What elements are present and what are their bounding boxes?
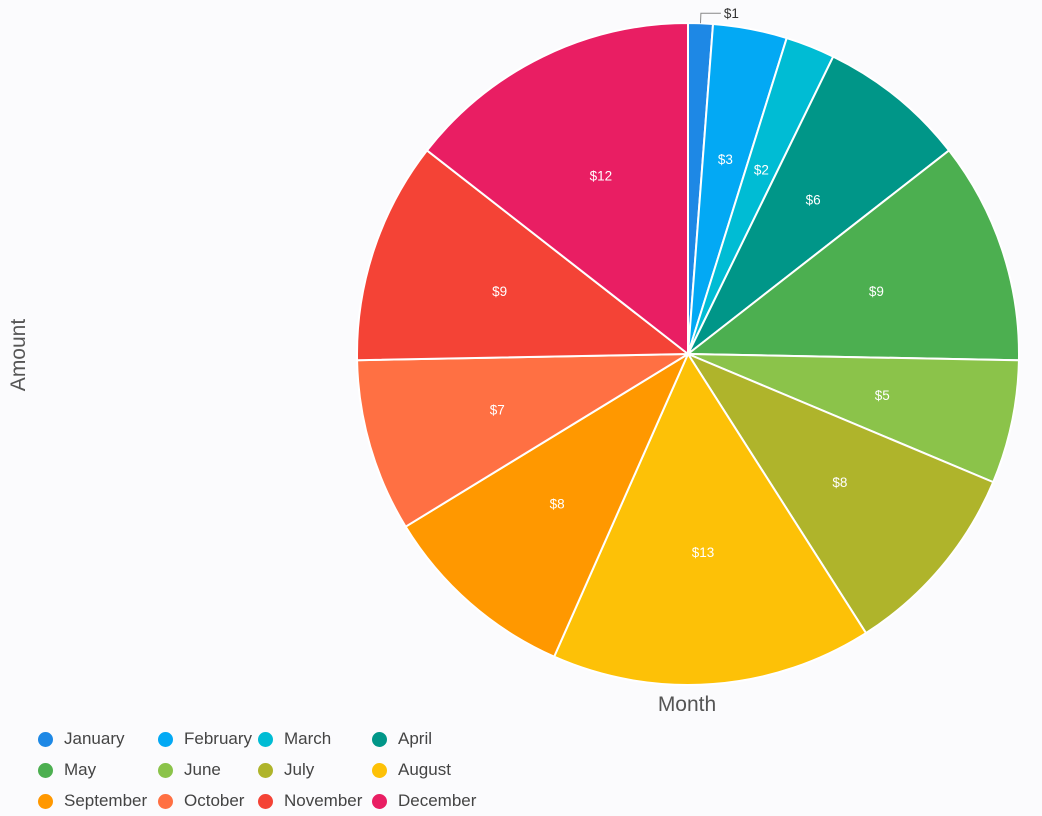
pie-slices xyxy=(356,21,1020,686)
slice-label-december: $12 xyxy=(590,169,613,184)
legend-item-august[interactable]: August xyxy=(372,760,482,780)
pie-slice-june[interactable] xyxy=(687,353,1020,484)
legend-label-july: July xyxy=(284,760,315,779)
legend-marker-january xyxy=(38,731,53,747)
chart-legend: January February March April May June July Augu… xyxy=(38,729,482,811)
legend-label-may: May xyxy=(64,760,97,779)
legend-item-january[interactable]: January xyxy=(38,729,158,749)
slice-label-may: $9 xyxy=(869,284,884,299)
pie-slice-july[interactable] xyxy=(685,351,995,635)
slice-label-march: $2 xyxy=(754,163,769,178)
slice-label-february: $3 xyxy=(718,152,733,167)
slice-label-november: $9 xyxy=(492,284,507,299)
legend-marker-april xyxy=(372,731,387,747)
pie-slice-november[interactable] xyxy=(356,149,691,362)
slice-label-january: $1 xyxy=(724,6,739,21)
legend-label-june: June xyxy=(184,760,221,779)
slice-label-june: $5 xyxy=(875,388,890,403)
legend-item-june[interactable]: June xyxy=(158,760,258,780)
pie-slice-april[interactable] xyxy=(687,55,951,355)
pie-slice-september[interactable] xyxy=(404,351,691,659)
legend-marker-may xyxy=(38,762,53,778)
legend-marker-february xyxy=(158,731,173,747)
legend-item-july[interactable]: July xyxy=(258,760,372,780)
legend-item-december[interactable]: December xyxy=(372,791,482,811)
legend-label-december: December xyxy=(398,791,477,810)
legend-label-october: October xyxy=(184,791,245,810)
legend-item-april[interactable]: April xyxy=(372,729,482,749)
legend-label-september: September xyxy=(64,791,148,810)
legend-label-november: November xyxy=(284,791,363,810)
pie-slice-december[interactable] xyxy=(425,21,689,357)
legend-item-march[interactable]: March xyxy=(258,729,372,749)
x-axis-label: Month xyxy=(658,693,716,716)
slice-label-july: $8 xyxy=(832,475,847,490)
legend-label-april: April xyxy=(398,729,433,748)
legend-item-october[interactable]: October xyxy=(158,791,258,811)
legend-item-november[interactable]: November xyxy=(258,791,372,811)
pie-slice-may[interactable] xyxy=(685,149,1020,362)
pie-chart: $1 $3 $2 $6 $9 $5 $8 $13 $8 $7 $9 $12 Month Amount xyxy=(7,6,1020,716)
pie-slice-october[interactable] xyxy=(356,352,692,529)
legend-marker-august xyxy=(372,762,387,778)
y-axis-label: Amount xyxy=(7,319,30,392)
pie-slice-labels: $1 $3 $2 $6 $9 $5 $8 $13 $8 $7 $9 $12 xyxy=(490,6,890,560)
slice-label-august: $13 xyxy=(692,545,715,560)
legend-marker-december xyxy=(372,793,387,809)
legend-item-september[interactable]: September xyxy=(38,791,158,811)
legend-marker-july xyxy=(258,762,273,778)
legend-label-january: January xyxy=(64,729,125,748)
legend-item-february[interactable]: February xyxy=(158,729,258,749)
legend-marker-march xyxy=(258,731,273,747)
legend-item-may[interactable]: May xyxy=(38,760,158,780)
legend-label-february: February xyxy=(184,729,253,748)
slice-label-april: $6 xyxy=(806,193,821,208)
slice-label-october: $7 xyxy=(490,403,505,418)
pie-slice-august[interactable] xyxy=(552,351,868,686)
slice-leader-line-january xyxy=(700,12,721,24)
slice-label-september: $8 xyxy=(550,496,565,511)
legend-marker-june xyxy=(158,762,173,778)
legend-marker-october xyxy=(158,793,173,809)
legend-label-august: August xyxy=(398,760,451,779)
legend-label-march: March xyxy=(284,729,332,748)
legend-marker-november xyxy=(258,793,273,809)
legend-marker-september xyxy=(38,793,53,809)
